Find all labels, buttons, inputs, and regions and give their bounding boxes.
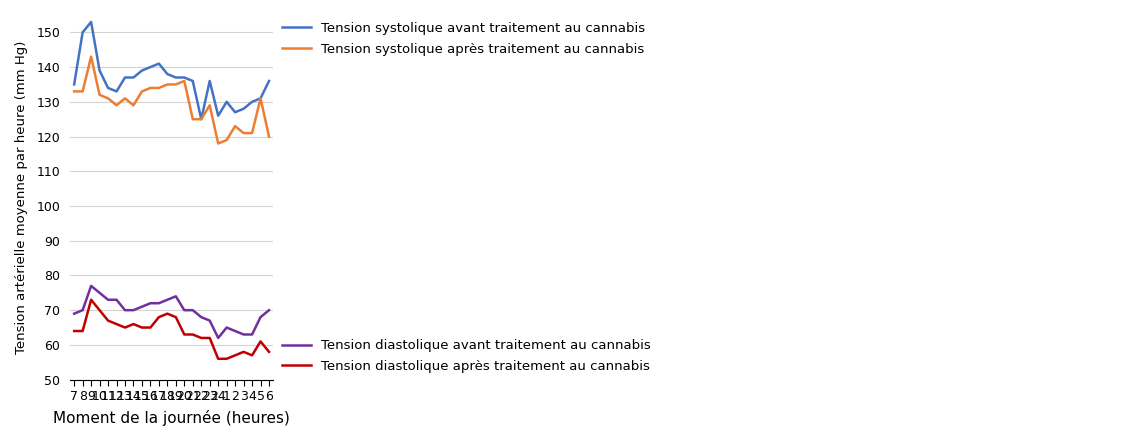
Y-axis label: Tension artérielle moyenne par heure (mm Hg): Tension artérielle moyenne par heure (mm… xyxy=(15,41,28,354)
Legend: Tension diastolique avant traitement au cannabis, Tension diastolique après trai: Tension diastolique avant traitement au … xyxy=(282,339,651,373)
X-axis label: Moment de la journée (heures): Moment de la journée (heures) xyxy=(53,410,290,426)
